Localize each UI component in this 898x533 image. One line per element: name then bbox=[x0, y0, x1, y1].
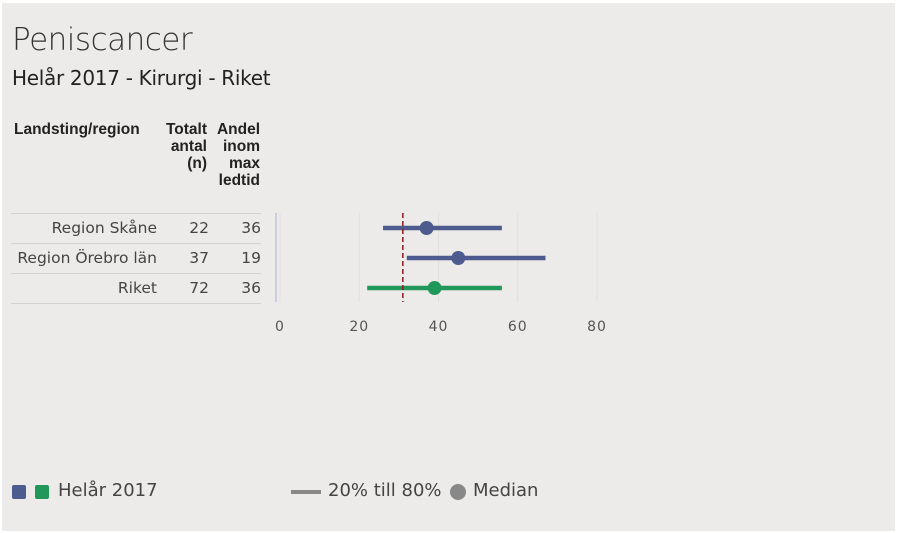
x-tick-label: 60 bbox=[508, 319, 528, 335]
table-row: Region Örebro län 37 19 bbox=[11, 243, 261, 273]
median-point bbox=[427, 281, 442, 295]
row-total: 22 bbox=[189, 219, 209, 237]
legend-region-swatch bbox=[12, 485, 26, 499]
x-tick-label: 0 bbox=[275, 319, 285, 335]
table-row: Riket 72 36 bbox=[11, 273, 261, 304]
row-region: Region Örebro län bbox=[17, 249, 157, 267]
legend-median-label: Median bbox=[473, 480, 539, 501]
row-share: 36 bbox=[241, 279, 261, 297]
median-point bbox=[419, 221, 434, 235]
table-row: Region Skåne 22 36 bbox=[11, 213, 261, 243]
x-tick-label: 40 bbox=[429, 319, 449, 335]
row-region: Riket bbox=[117, 279, 157, 297]
row-total: 37 bbox=[189, 249, 209, 267]
legend-period-label: Helår 2017 bbox=[58, 480, 158, 501]
page-subtitle: Helår 2017 - Kirurgi - Riket bbox=[12, 66, 271, 90]
x-tick-label: 80 bbox=[587, 319, 607, 335]
row-share: 36 bbox=[241, 219, 261, 237]
chart-panel bbox=[2, 3, 895, 531]
header-region: Landsting/region bbox=[14, 121, 140, 138]
header-total: Totalt antal (n) bbox=[165, 121, 207, 172]
legend: Helår 2017 20% till 80% Median bbox=[12, 480, 612, 504]
median-point bbox=[451, 251, 466, 265]
page-title: Peniscancer bbox=[12, 22, 193, 58]
row-region: Region Skåne bbox=[51, 219, 157, 237]
legend-range-line bbox=[291, 490, 321, 494]
header-share: Andel inom max ledtid bbox=[216, 121, 260, 189]
row-total: 72 bbox=[189, 279, 209, 297]
legend-range-label: 20% till 80% bbox=[328, 480, 442, 501]
legend-median-dot bbox=[450, 484, 466, 500]
row-share: 19 bbox=[241, 249, 261, 267]
x-tick-label: 20 bbox=[349, 319, 369, 335]
legend-national-swatch bbox=[35, 485, 49, 499]
